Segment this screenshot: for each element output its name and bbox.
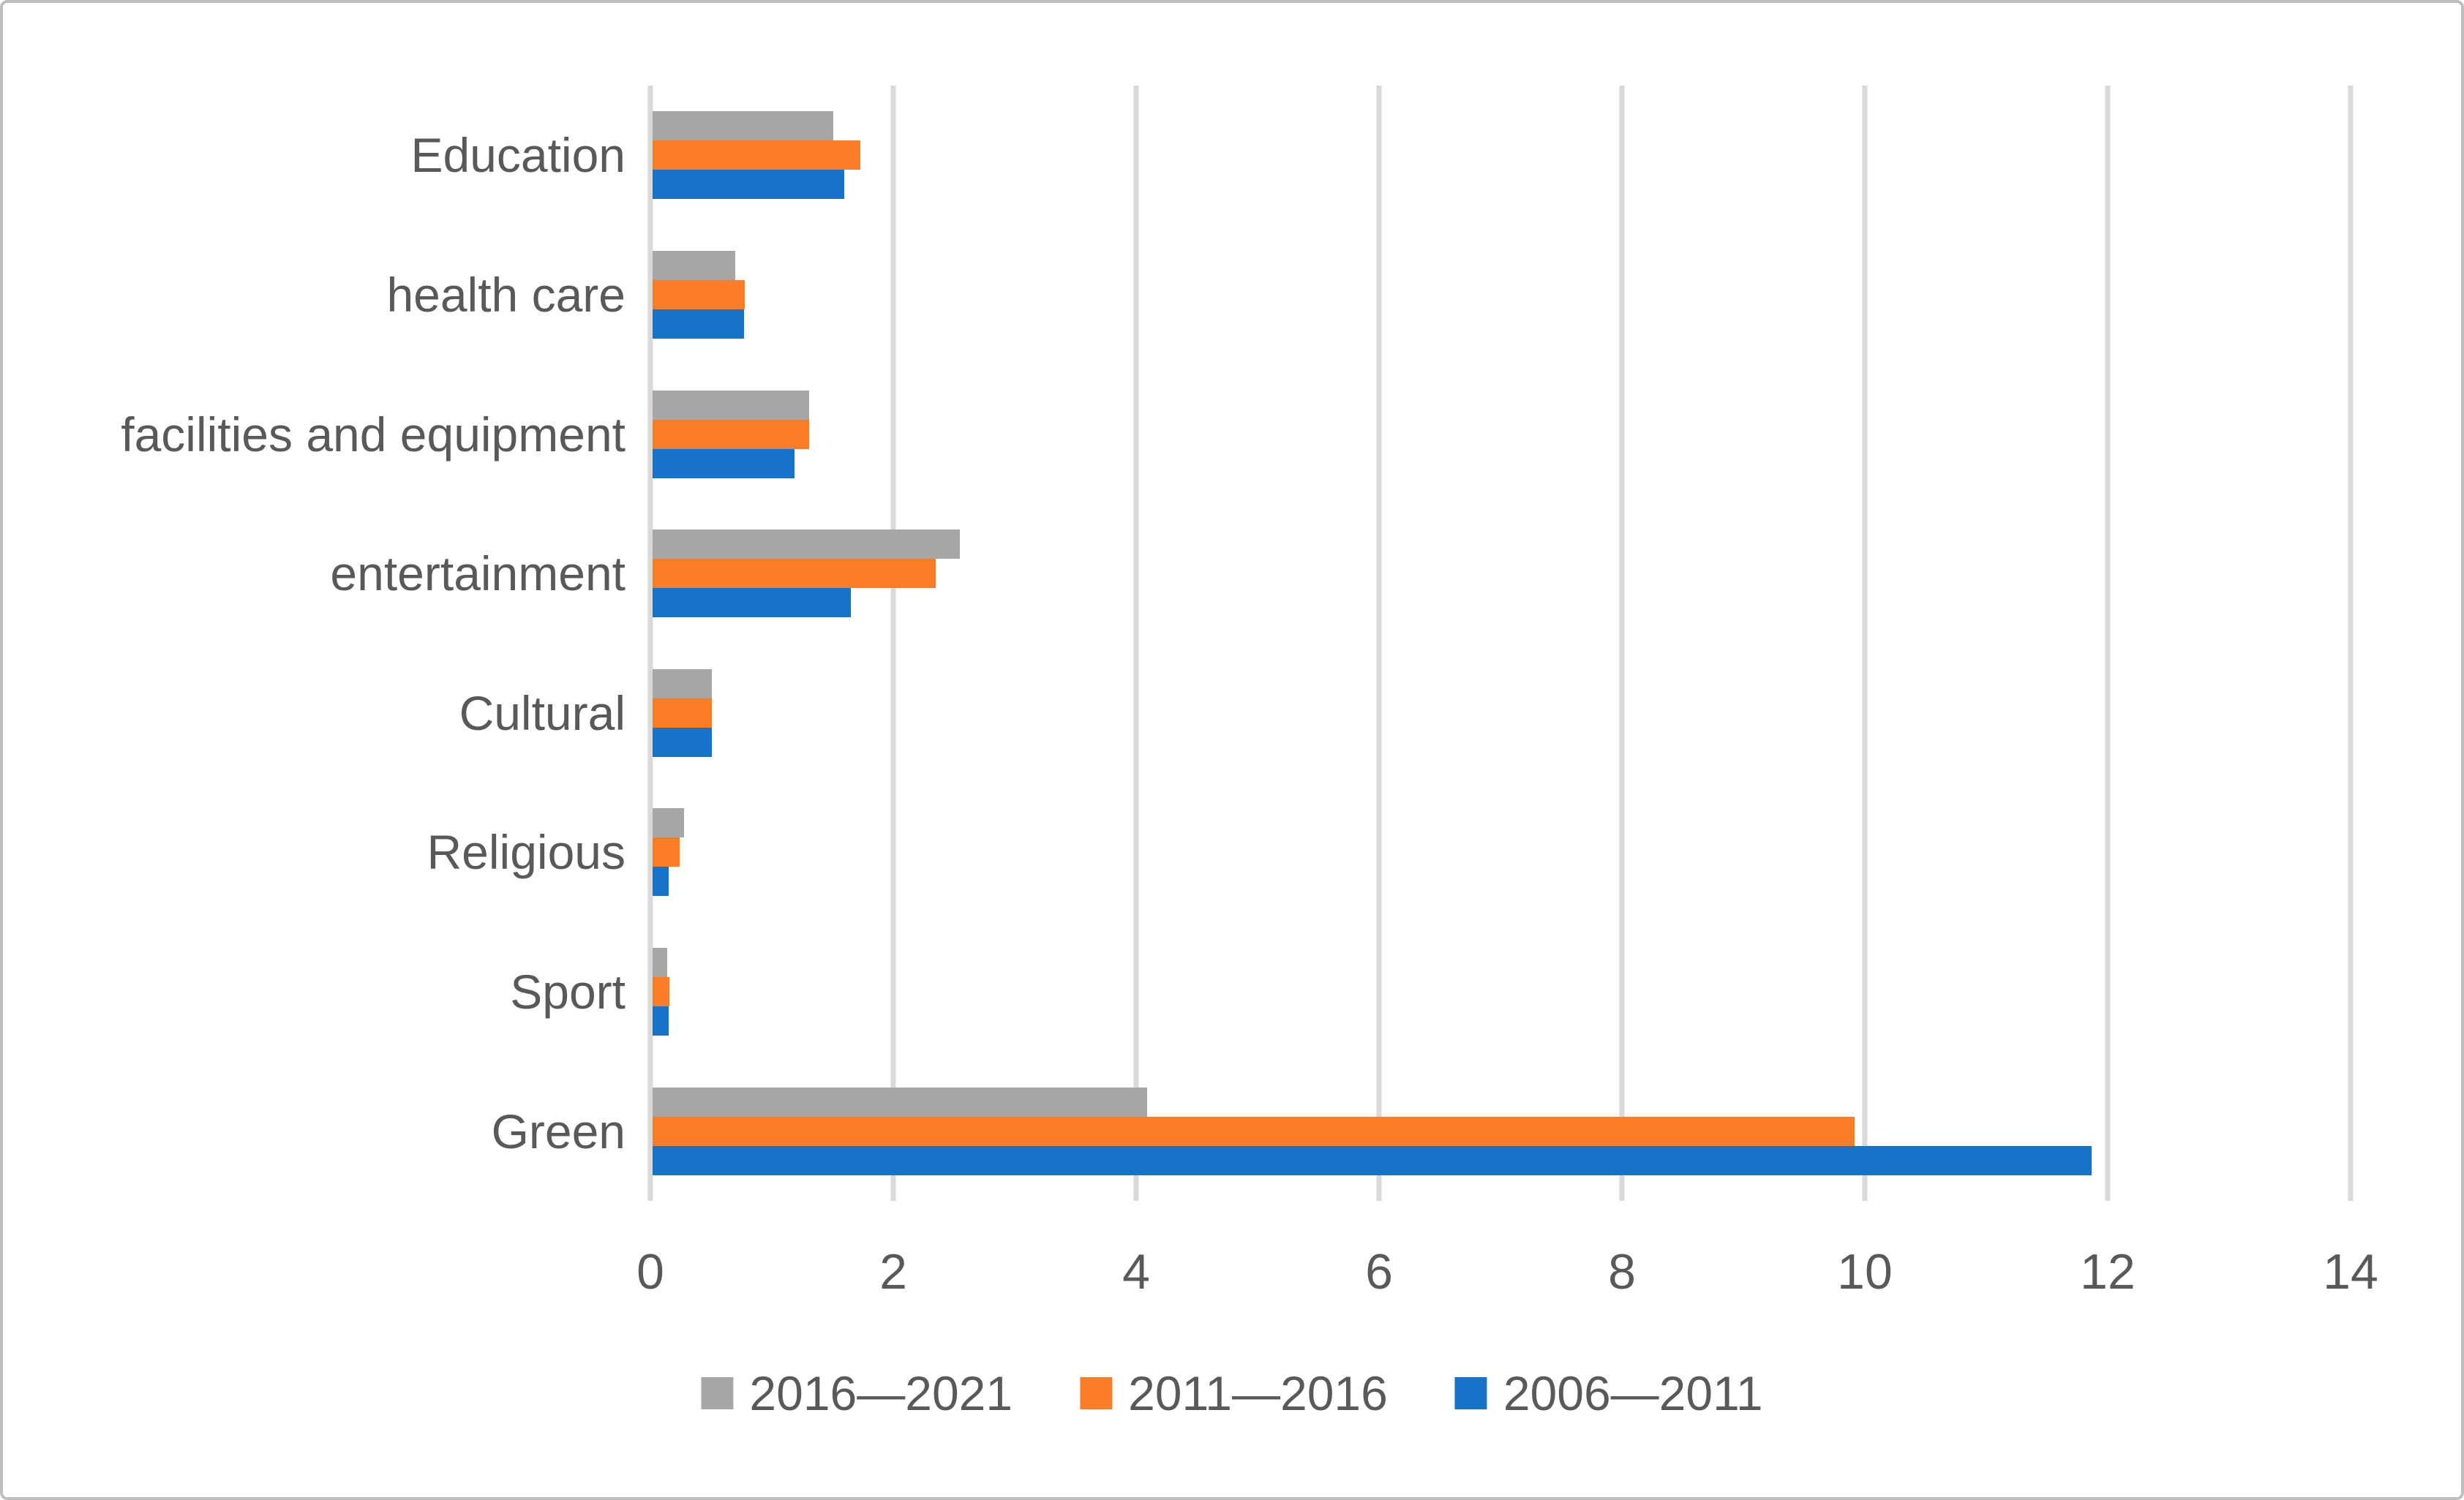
legend-item-1: 2011—2016 <box>1080 1365 1388 1421</box>
gridline-x-8 <box>1619 86 1625 1201</box>
bar-green-series-0 <box>653 1087 1147 1117</box>
category-label-facilities-and-equipment: facilities and equipment <box>121 407 626 461</box>
bar-cultural-series-2 <box>653 727 713 757</box>
legend-swatch-icon <box>1080 1377 1113 1409</box>
x-tick-label-6: 6 <box>1365 1244 1393 1300</box>
x-tick-label-2: 2 <box>879 1244 907 1300</box>
legend: 2016—2021 2011—2016 2006—2011 <box>701 1365 1763 1421</box>
bar-cultural-series-1 <box>653 698 713 728</box>
category-label-health-care: health care <box>386 267 626 322</box>
bar-religious-series-0 <box>653 808 685 838</box>
gridline-x-12 <box>2105 86 2111 1201</box>
gridline-x-14 <box>2348 86 2354 1201</box>
category-label-sport: Sport <box>510 965 626 1020</box>
x-tick-label-10: 10 <box>1837 1244 1893 1300</box>
category-label-religious: Religious <box>427 825 626 880</box>
y-axis-line <box>647 86 653 1201</box>
bar-health-care-series-1 <box>653 279 745 309</box>
x-tick-label-4: 4 <box>1122 1244 1150 1300</box>
bar-entertainment-series-2 <box>653 588 851 618</box>
bar-education-series-0 <box>653 111 834 141</box>
bar-sport-series-1 <box>653 977 670 1007</box>
bar-cultural-series-0 <box>653 668 713 698</box>
legend-swatch-icon <box>701 1377 734 1409</box>
legend-label: 2016—2021 <box>749 1366 1013 1420</box>
bar-education-series-2 <box>653 170 845 200</box>
bar-facilities-and-equipment-series-2 <box>653 448 795 478</box>
bar-education-series-1 <box>653 140 860 170</box>
legend-item-2: 2006—2011 <box>1454 1365 1763 1421</box>
category-label-entertainment: entertainment <box>330 546 626 601</box>
x-tick-label-8: 8 <box>1608 1244 1636 1300</box>
gridline-x-6 <box>1376 86 1382 1201</box>
gridline-x-2 <box>890 86 896 1201</box>
bar-religious-series-1 <box>653 837 680 867</box>
bar-health-care-series-0 <box>653 250 735 280</box>
legend-label: 2006—2011 <box>1503 1366 1763 1420</box>
x-tick-label-0: 0 <box>636 1244 664 1300</box>
bar-entertainment-series-0 <box>653 529 960 559</box>
x-tick-label-12: 12 <box>2080 1244 2136 1300</box>
x-tick-label-14: 14 <box>2323 1244 2378 1300</box>
bar-green-series-2 <box>653 1145 2092 1175</box>
bar-religious-series-2 <box>653 867 669 897</box>
bar-entertainment-series-1 <box>653 559 936 589</box>
legend-label: 2011—2016 <box>1128 1366 1388 1420</box>
bar-sport-series-0 <box>653 948 667 978</box>
bar-health-care-series-2 <box>653 309 744 339</box>
category-label-green: Green <box>491 1104 626 1158</box>
gridline-x-4 <box>1133 86 1139 1201</box>
legend-swatch-icon <box>1454 1377 1487 1409</box>
legend-item-0: 2016—2021 <box>701 1365 1013 1421</box>
category-label-education: Education <box>410 128 626 183</box>
bar-facilities-and-equipment-series-0 <box>653 390 810 420</box>
category-label-cultural: Cultural <box>459 685 626 740</box>
bar-facilities-and-equipment-series-1 <box>653 419 810 449</box>
bar-green-series-1 <box>653 1116 1855 1146</box>
bar-sport-series-2 <box>653 1006 669 1036</box>
gridline-x-10 <box>1862 86 1868 1201</box>
